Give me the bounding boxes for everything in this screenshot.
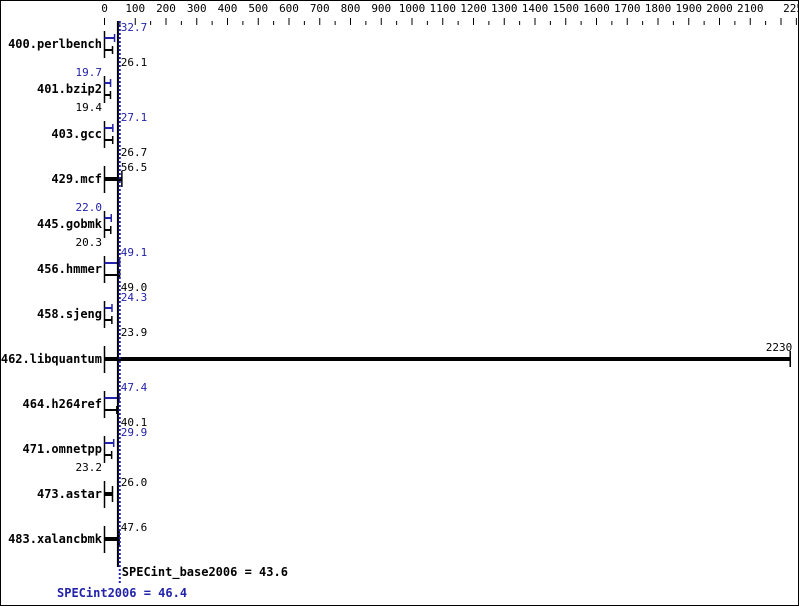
benchmark-label: 401.bzip2 xyxy=(37,82,102,96)
axis-tick-label: 300 xyxy=(187,2,207,15)
peak-value-label: 47.4 xyxy=(121,381,148,394)
peak-value-label: 24.3 xyxy=(121,291,148,304)
benchmark-label: 456.hmmer xyxy=(37,262,102,276)
axis-tick-label: 900 xyxy=(371,2,391,15)
axis-tick-label: 400 xyxy=(218,2,238,15)
base-value-label: 26.0 xyxy=(121,476,148,489)
axis-tick-label: 1600 xyxy=(583,2,610,15)
benchmark-label: 471.omnetpp xyxy=(23,442,102,456)
benchmark-label: 464.h264ref xyxy=(23,397,102,411)
axis-tick-label: 1300 xyxy=(491,2,518,15)
base-value-label: 23.2 xyxy=(76,461,103,474)
axis-tick-label: 700 xyxy=(310,2,330,15)
axis-tick-label: 1800 xyxy=(645,2,672,15)
axis-tick-label: 800 xyxy=(341,2,361,15)
benchmark-label: 400.perlbench xyxy=(8,37,102,51)
base-value-label: 26.1 xyxy=(121,56,148,69)
benchmark-label: 483.xalancbmk xyxy=(8,532,103,546)
peak-value-label: 19.7 xyxy=(76,66,103,79)
axis-tick-label: 1900 xyxy=(676,2,703,15)
benchmark-label: 403.gcc xyxy=(51,127,102,141)
benchmark-label: 473.astar xyxy=(37,487,102,501)
base-value-label: 19.4 xyxy=(76,101,103,114)
peak-mean-label: SPECint2006 = 46.4 xyxy=(57,586,187,600)
axis-tick-label: 1200 xyxy=(460,2,487,15)
benchmark-label: 462.libquantum xyxy=(1,352,102,366)
axis-tick-label: 1000 xyxy=(399,2,426,15)
benchmark-label: 458.sjeng xyxy=(37,307,102,321)
base-value-label: 26.7 xyxy=(121,146,148,159)
base-mean-label: SPECint_base2006 = 43.6 xyxy=(122,565,288,580)
peak-value-label: 27.1 xyxy=(121,111,148,124)
base-value-label: 47.6 xyxy=(121,521,148,534)
benchmark-label: 445.gobmk xyxy=(37,217,103,231)
peak-value-label: 22.0 xyxy=(76,201,103,214)
peak-value-label: 49.1 xyxy=(121,246,148,259)
axis-tick-label: 2000 xyxy=(706,2,733,15)
axis-tick-label: 100 xyxy=(125,2,145,15)
base-value-label: 56.5 xyxy=(121,161,148,174)
axis-tick-label: 0 xyxy=(101,2,108,15)
axis-tick-label: 500 xyxy=(248,2,268,15)
axis-tick-label: 200 xyxy=(156,2,176,15)
axis-tick-label: 1500 xyxy=(553,2,580,15)
peak-value-label: 29.9 xyxy=(121,426,148,439)
base-value-label: 40.1 xyxy=(121,416,148,429)
axis-tick-label: 600 xyxy=(279,2,299,15)
base-value-label: 20.3 xyxy=(76,236,103,249)
axis-tick-label: 1400 xyxy=(522,2,549,15)
axis-tick-label: 2100 xyxy=(737,2,764,15)
axis-tick-label: 1100 xyxy=(430,2,457,15)
base-value-label: 49.0 xyxy=(121,281,148,294)
benchmark-label: 429.mcf xyxy=(51,172,102,186)
peak-value-label: 32.7 xyxy=(121,21,148,34)
base-value-label: 2230 xyxy=(766,341,793,354)
axis-tick-label: 1700 xyxy=(614,2,641,15)
base-value-label: 23.9 xyxy=(121,326,148,339)
axis-tick-label: 2250 xyxy=(783,2,798,15)
